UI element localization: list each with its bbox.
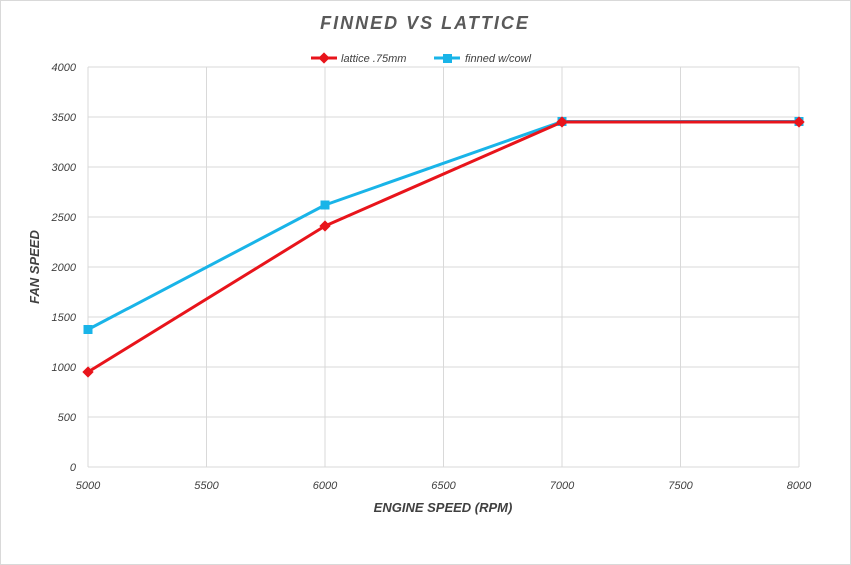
x-tick-label: 7000 xyxy=(550,480,575,492)
legend-marker-lattice xyxy=(318,52,330,64)
y-tick-label: 3500 xyxy=(52,112,77,124)
series-line-lattice xyxy=(87,120,799,374)
data-point-lattice xyxy=(319,220,331,232)
y-tick-label: 4000 xyxy=(52,62,77,74)
x-tick-label: 7500 xyxy=(668,480,693,492)
y-tick-label: 2500 xyxy=(51,212,77,224)
y-tick-label: 0 xyxy=(70,462,77,474)
x-tick-label: 6000 xyxy=(313,480,338,492)
data-point-finned xyxy=(320,200,330,210)
data-point-finned xyxy=(83,325,93,334)
x-tick-label: 8000 xyxy=(787,480,812,492)
legend-label-lattice: lattice .75mm xyxy=(341,53,406,65)
x-tick-label: 5500 xyxy=(194,480,219,492)
y-axis-ticks: 0 500 1000 1500 2000 2500 3000 3500 4000 xyxy=(51,62,77,474)
x-tick-label: 6500 xyxy=(431,480,456,492)
x-axis-ticks: 5000 5500 6000 6500 7000 7500 8000 xyxy=(76,480,812,492)
legend-entry-lattice: lattice .75mm xyxy=(311,52,406,65)
legend-entry-finned: finned w/cowl xyxy=(434,53,532,65)
chart-title: FINNED VS LATTICE xyxy=(320,13,530,33)
grid xyxy=(87,66,800,468)
legend: lattice .75mm finned w/cowl xyxy=(311,52,532,65)
y-axis-label: FAN SPEED xyxy=(27,230,42,304)
series-layer xyxy=(82,116,805,378)
y-tick-label: 1500 xyxy=(52,312,77,324)
y-tick-label: 3000 xyxy=(52,162,77,174)
legend-marker-finned xyxy=(443,54,452,63)
x-axis-label: ENGINE SPEED (RPM) xyxy=(374,500,513,515)
y-tick-label: 1000 xyxy=(52,362,77,374)
y-tick-label: 2000 xyxy=(51,262,77,274)
legend-label-finned: finned w/cowl xyxy=(465,53,532,65)
x-tick-label: 5000 xyxy=(76,480,101,492)
y-tick-label: 500 xyxy=(58,412,77,424)
